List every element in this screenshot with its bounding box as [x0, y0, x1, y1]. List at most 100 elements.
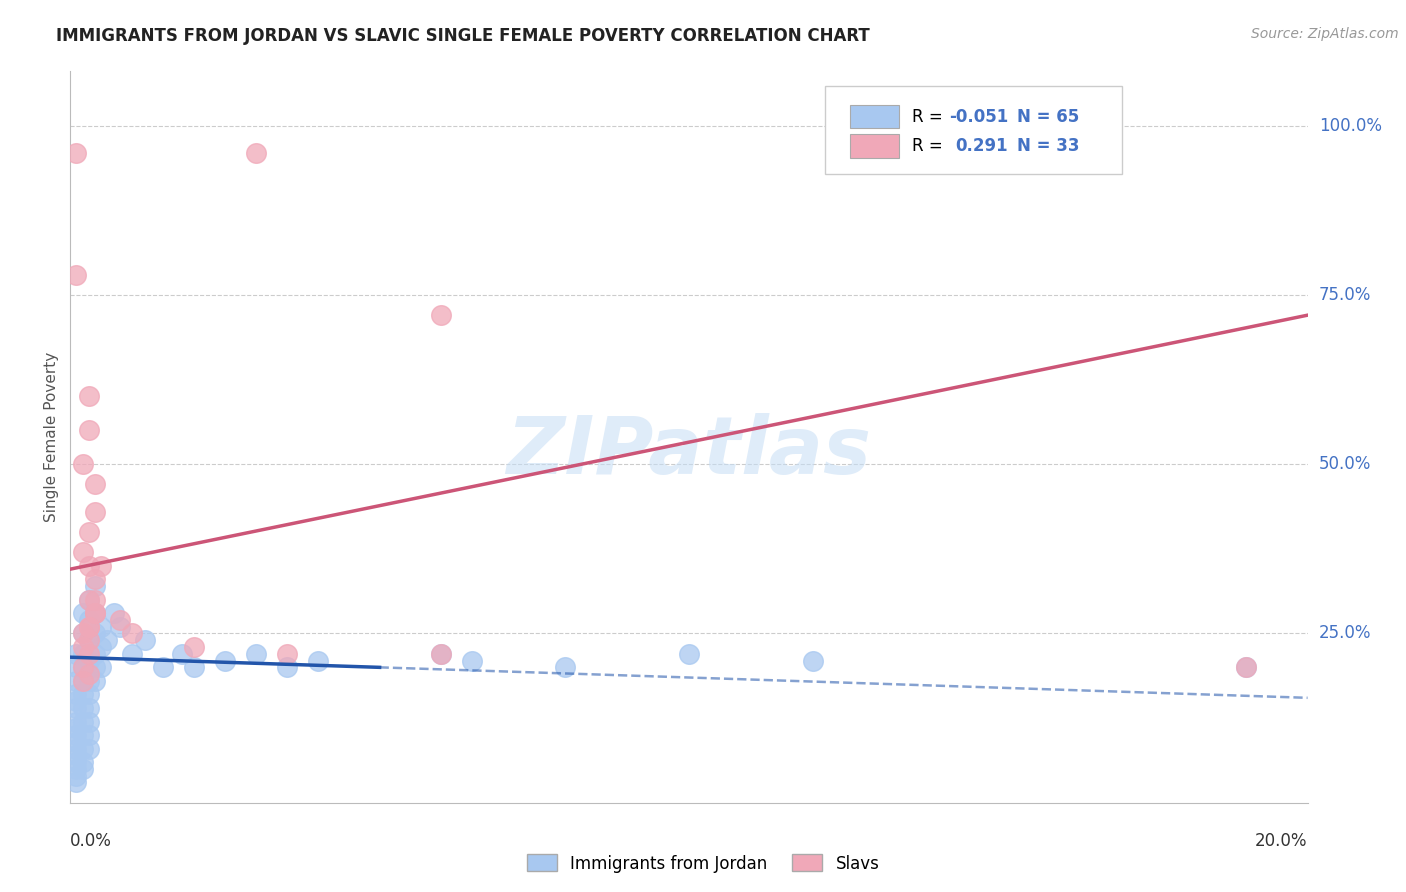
FancyBboxPatch shape [825, 86, 1122, 174]
Text: ZIPatlas: ZIPatlas [506, 413, 872, 491]
FancyBboxPatch shape [849, 105, 900, 128]
Point [72, 673, 94, 688]
Text: R =: R = [911, 108, 948, 126]
Point [65, 728, 87, 742]
Point [77, 613, 100, 627]
Point [84, 606, 107, 620]
Text: -0.051: -0.051 [949, 108, 1008, 126]
Point [72, 606, 94, 620]
Point [214, 654, 236, 668]
Point [65, 775, 87, 789]
Text: N = 33: N = 33 [1017, 137, 1080, 155]
Point [84, 647, 107, 661]
Point [77, 701, 100, 715]
Point [134, 633, 156, 648]
Text: 100.0%: 100.0% [1319, 117, 1382, 135]
Point [84, 572, 107, 586]
Text: 0.291: 0.291 [955, 137, 1008, 155]
Text: 20.0%: 20.0% [1256, 832, 1308, 850]
Point [276, 647, 298, 661]
Text: Source: ZipAtlas.com: Source: ZipAtlas.com [1251, 27, 1399, 41]
Text: 0.0%: 0.0% [70, 832, 112, 850]
Point [90, 640, 112, 654]
Point [84, 673, 107, 688]
Point [77, 741, 100, 756]
Point [678, 647, 700, 661]
Text: N = 65: N = 65 [1017, 108, 1078, 126]
Point [72, 647, 94, 661]
Text: 75.0%: 75.0% [1319, 285, 1371, 304]
Point [72, 688, 94, 702]
Point [430, 647, 453, 661]
Point [65, 688, 87, 702]
Point [103, 606, 125, 620]
Point [77, 654, 100, 668]
Point [183, 660, 205, 674]
Point [90, 620, 112, 634]
Point [77, 728, 100, 742]
Text: 25.0%: 25.0% [1319, 624, 1371, 642]
Point [84, 606, 107, 620]
Point [307, 654, 329, 668]
Point [121, 647, 143, 661]
Point [65, 748, 87, 763]
Point [72, 728, 94, 742]
Point [65, 721, 87, 735]
Point [245, 145, 267, 160]
Point [84, 626, 107, 640]
Point [84, 592, 107, 607]
Point [77, 667, 100, 681]
Point [72, 660, 94, 674]
Point [108, 620, 131, 634]
Point [72, 545, 94, 559]
Point [77, 714, 100, 729]
Point [801, 654, 824, 668]
Point [77, 423, 100, 437]
Point [65, 769, 87, 783]
Point [1234, 660, 1257, 674]
Point [170, 647, 193, 661]
Point [72, 640, 94, 654]
Point [77, 633, 100, 648]
Point [72, 762, 94, 776]
Point [152, 660, 174, 674]
Point [84, 505, 107, 519]
Point [77, 592, 100, 607]
Point [72, 626, 94, 640]
Point [96, 633, 118, 648]
Point [77, 620, 100, 634]
Point [65, 268, 87, 282]
Point [72, 701, 94, 715]
Point [77, 633, 100, 648]
Point [65, 673, 87, 688]
Point [77, 592, 100, 607]
Point [72, 626, 94, 640]
Point [72, 457, 94, 471]
Point [72, 741, 94, 756]
Point [108, 613, 131, 627]
Point [430, 308, 453, 322]
Point [65, 647, 87, 661]
Point [65, 714, 87, 729]
Point [183, 640, 205, 654]
Point [121, 626, 143, 640]
Point [65, 762, 87, 776]
Point [1234, 660, 1257, 674]
Point [90, 558, 112, 573]
Point [65, 741, 87, 756]
Point [84, 606, 107, 620]
Point [72, 755, 94, 769]
Point [554, 660, 576, 674]
Point [84, 579, 107, 593]
Point [77, 389, 100, 403]
Point [65, 694, 87, 708]
Point [430, 647, 453, 661]
Point [65, 755, 87, 769]
Point [65, 701, 87, 715]
FancyBboxPatch shape [849, 135, 900, 158]
Text: R =: R = [911, 137, 953, 155]
Text: 50.0%: 50.0% [1319, 455, 1371, 473]
Point [276, 660, 298, 674]
Point [77, 647, 100, 661]
Point [65, 145, 87, 160]
